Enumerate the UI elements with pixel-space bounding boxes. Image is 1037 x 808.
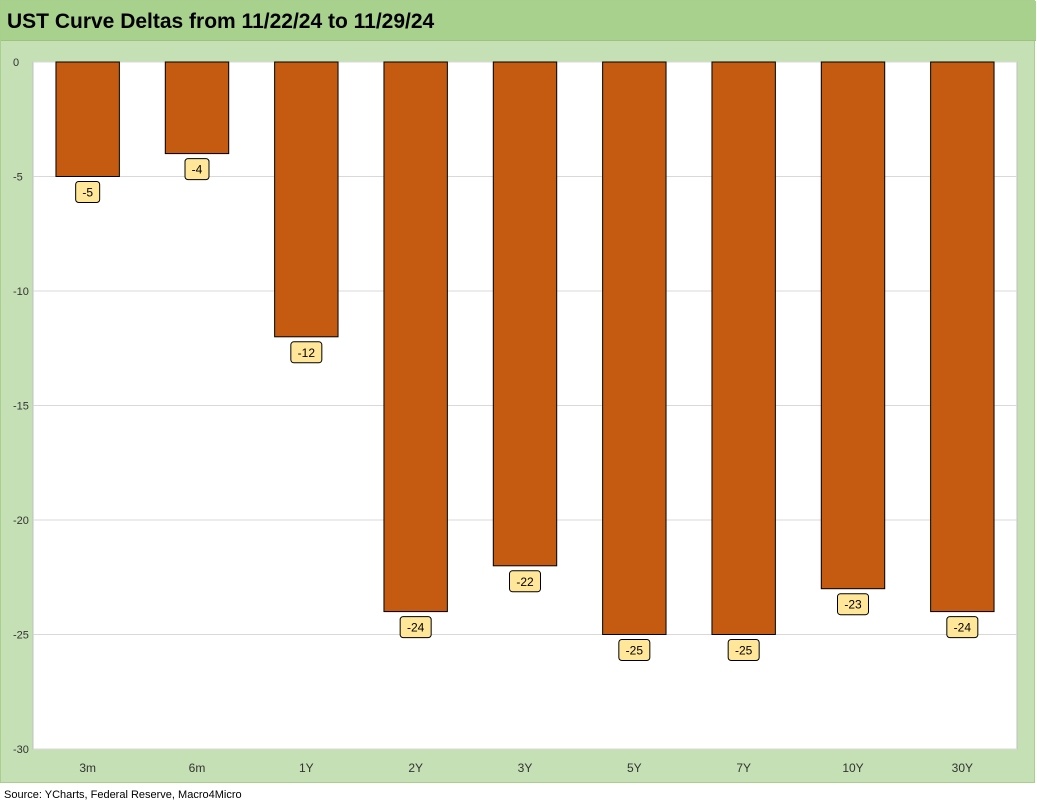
y-tick-label: 0: [13, 57, 19, 69]
bar: [55, 61, 120, 177]
bar: [383, 61, 448, 613]
x-tick-label: 7Y: [736, 761, 751, 775]
bar: [602, 61, 667, 635]
data-label: -25: [626, 644, 644, 658]
data-label: -24: [407, 621, 425, 635]
data-label: -22: [516, 575, 534, 589]
y-tick-label: -15: [13, 401, 29, 413]
data-labels: -5 -4 -12 -24 -22 -25 -25 -23 -24: [75, 158, 979, 661]
data-label: -25: [735, 644, 753, 658]
data-label: -12: [298, 346, 316, 360]
bars: [55, 61, 995, 635]
x-tick-label: 2Y: [408, 761, 423, 775]
x-tick-label: 10Y: [842, 761, 863, 775]
x-tick-label: 6m: [189, 761, 206, 775]
y-tick-label: -5: [13, 172, 23, 184]
x-tick-label: 30Y: [952, 761, 973, 775]
data-label-box: [727, 639, 760, 661]
bar: [820, 61, 886, 590]
data-label: -4: [192, 163, 203, 177]
data-label: -5: [82, 186, 93, 200]
x-tick-label: 1Y: [299, 761, 314, 775]
data-label-box: [290, 341, 323, 364]
y-tick-label: -30: [13, 744, 29, 756]
data-label-box: [184, 158, 210, 181]
bar: [930, 61, 995, 613]
data-label-box: [837, 593, 869, 616]
chart-title: UST Curve Deltas from 11/22/24 to 11/29/…: [7, 10, 435, 33]
bar: [492, 61, 558, 567]
x-tick-label: 5Y: [627, 761, 642, 775]
y-axis-tick-labels: 0 -5 -10 -15 -20 -25 -30: [13, 57, 29, 756]
data-label-box: [399, 616, 432, 639]
x-tick-label: 3Y: [518, 761, 533, 775]
bar: [274, 61, 339, 338]
bar: [164, 61, 230, 155]
x-tick-label: 3m: [79, 761, 96, 775]
data-label: -24: [954, 621, 972, 635]
y-tick-label: -25: [13, 630, 29, 642]
source-note: Source: YCharts, Federal Reserve, Macro4…: [4, 789, 242, 801]
title-bar: UST Curve Deltas from 11/22/24 to 11/29/…: [1, 1, 1036, 41]
data-label-box: [75, 181, 101, 203]
y-tick-label: -10: [13, 286, 29, 298]
data-label-box: [509, 570, 541, 593]
x-axis-tick-labels: 3m 6m 1Y 2Y 3Y 5Y 7Y 10Y 30Y: [79, 761, 973, 775]
data-label-box: [946, 616, 979, 639]
y-tick-label: -20: [13, 515, 29, 527]
data-label: -23: [844, 598, 862, 612]
bar: [711, 61, 776, 635]
data-label-box: [618, 639, 651, 661]
